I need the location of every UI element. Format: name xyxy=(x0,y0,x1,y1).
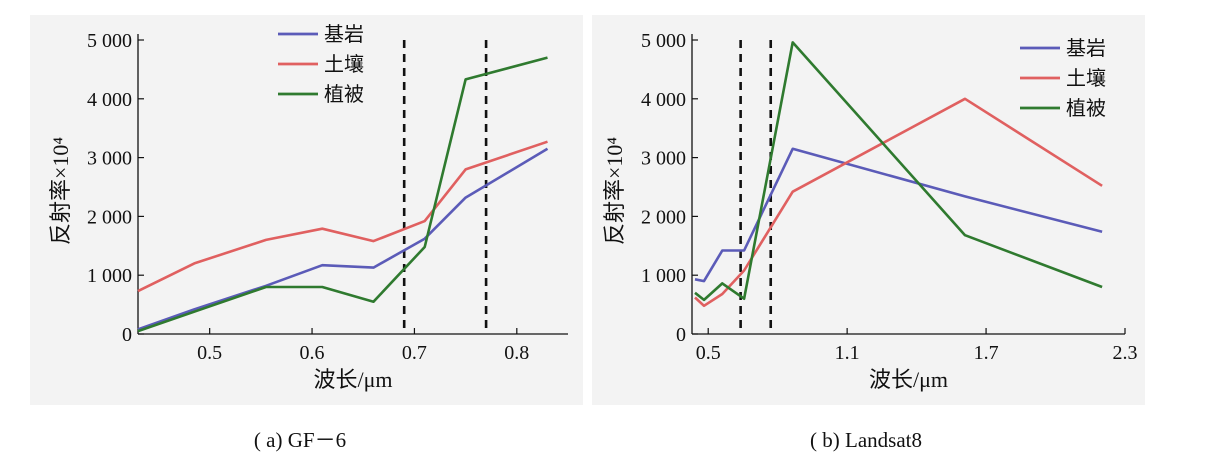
x-tick-label-b: 0.5 xyxy=(696,342,721,364)
y-tick-label-a: 5 000 xyxy=(87,30,132,52)
legend-label-b: 土壤 xyxy=(1066,67,1106,90)
plot-panel-b-background xyxy=(592,15,1145,405)
x-axis-label-a: 波长/μm xyxy=(313,367,392,392)
series-line-a xyxy=(137,147,549,331)
x-tick-label-a: 0.8 xyxy=(504,342,529,364)
y-axis-label-a: 反射率×10⁴ xyxy=(48,137,73,245)
chart-caption-b: ( b) Landsat8 xyxy=(810,428,922,452)
legend-label-a: 植被 xyxy=(324,83,364,106)
series-line-a xyxy=(137,56,548,333)
series-line-b xyxy=(694,97,1103,308)
x-tick-label-b: 2.3 xyxy=(1113,342,1138,364)
legend-label-b: 基岩 xyxy=(1066,37,1106,60)
y-tick-label-a: 2 000 xyxy=(87,206,132,228)
series-line-b xyxy=(694,147,1103,283)
x-tick-label-a: 0.6 xyxy=(300,342,325,364)
y-tick-label-a: 0 xyxy=(122,324,132,346)
series-line-b xyxy=(694,41,1103,302)
x-tick-label-a: 0.5 xyxy=(197,342,222,364)
x-tick-label-a: 0.7 xyxy=(402,342,427,364)
chart-caption-a: ( a) GF－6 xyxy=(254,428,346,452)
y-tick-label-a: 3 000 xyxy=(87,148,132,170)
y-tick-label-b: 5 000 xyxy=(641,30,686,52)
y-tick-label-a: 1 000 xyxy=(87,265,132,287)
y-tick-label-b: 0 xyxy=(676,324,686,346)
y-tick-label-b: 3 000 xyxy=(641,148,686,170)
series-line-a xyxy=(137,140,548,293)
x-tick-label-b: 1.7 xyxy=(974,342,999,364)
plot-panel-a-background xyxy=(30,15,583,405)
y-tick-label-a: 4 000 xyxy=(87,89,132,111)
y-tick-label-b: 4 000 xyxy=(641,89,686,111)
y-axis-label-b: 反射率×10⁴ xyxy=(602,137,627,245)
legend-label-a: 基岩 xyxy=(324,23,364,46)
legend-label-b: 植被 xyxy=(1066,97,1106,120)
legend-label-a: 土壤 xyxy=(324,53,364,76)
y-tick-label-b: 2 000 xyxy=(641,206,686,228)
x-axis-label-b: 波长/μm xyxy=(869,367,948,392)
x-tick-label-b: 1.1 xyxy=(835,342,860,364)
y-tick-label-b: 1 000 xyxy=(641,265,686,287)
